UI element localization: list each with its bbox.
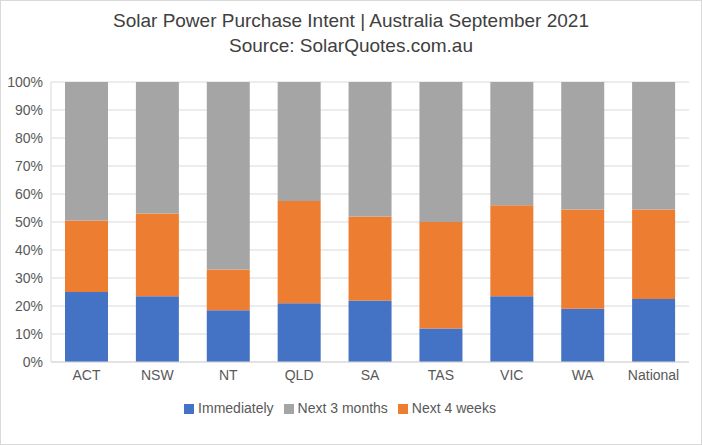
html-text:Next 4 weeks: Next 4 weeks [411,400,496,416]
html-text:Solar Power Purchase Intent |: Solar Power Purchase Intent | Australia … [113,10,589,31]
html-text:Source: SolarQuotes.com.au: Source: SolarQuotes.com.au [229,35,473,56]
svg-text:30%: 30% [15,270,43,286]
svg-text:QLD: QLD [285,367,314,383]
svg-text:90%: 90% [15,102,43,118]
svg-text:40%: 40% [15,242,43,258]
svg-text:National: National [628,367,679,383]
svg-text:100%: 100% [8,74,43,90]
svg-text:SA: SA [361,367,380,383]
svg-text:20%: 20% [15,298,43,314]
html-text:Next 3 months: Next 3 months [297,400,388,416]
html-text:Immediately: Immediately [198,400,274,416]
svg-text:80%: 80% [15,130,43,146]
svg-text:10%: 10% [15,326,43,342]
svg-text:VIC: VIC [500,367,523,383]
svg-text:70%: 70% [15,158,43,174]
svg-text:WA: WA [572,367,595,383]
svg-text:60%: 60% [15,186,43,202]
svg-text:0%: 0% [23,354,43,370]
svg-text:ACT: ACT [72,367,100,383]
svg-text:50%: 50% [15,214,43,230]
svg-text:NT: NT [219,367,238,383]
svg-text:TAS: TAS [428,367,454,383]
svg-text:NSW: NSW [141,367,174,383]
